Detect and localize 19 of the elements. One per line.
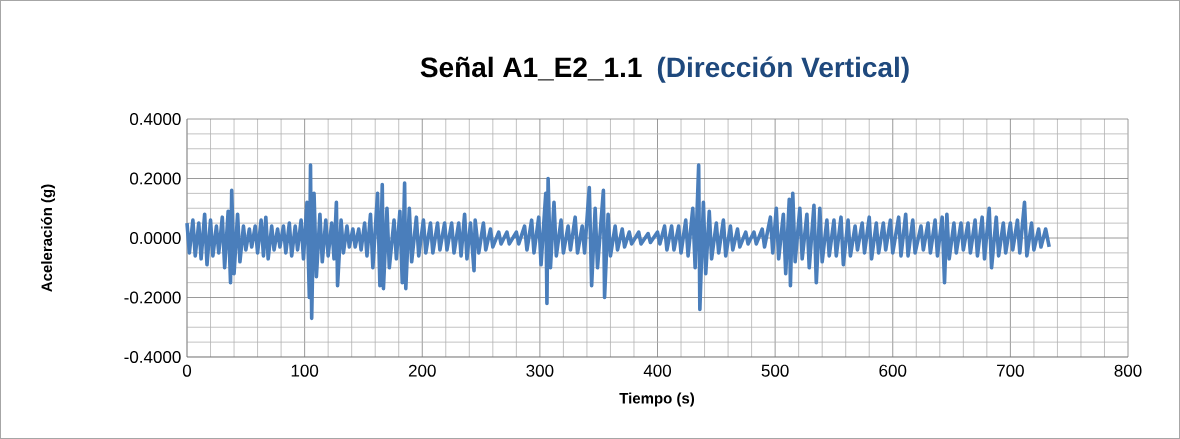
- x-tick-label: 200: [408, 364, 436, 377]
- y-tick-label: -0.4000: [124, 350, 181, 364]
- x-tick-label: 100: [291, 364, 319, 377]
- y-tick-label: 0.2000: [130, 172, 181, 185]
- chart-title: Señal A1_E2_1.1: [420, 56, 642, 81]
- x-tick-label: 500: [761, 364, 789, 377]
- y-tick-label: 0.0000: [130, 231, 181, 245]
- y-tick-label: -0.2000: [124, 291, 181, 304]
- x-tick-label: 400: [643, 364, 672, 377]
- x-axis-title: Tiempo (s): [619, 392, 695, 407]
- x-tick-label: 0: [182, 364, 192, 377]
- x-tick-label: 700: [997, 364, 1024, 377]
- y-tick-label: 0.4000: [130, 112, 181, 126]
- x-tick-label: 800: [1114, 364, 1142, 377]
- y-axis-title: Aceleración (g): [40, 184, 56, 292]
- x-tick-label: 600: [879, 364, 907, 377]
- x-tick-label: 300: [526, 364, 554, 377]
- line-series: [185, 163, 1051, 321]
- chart-subtitle: (Dirección Vertical): [657, 56, 909, 83]
